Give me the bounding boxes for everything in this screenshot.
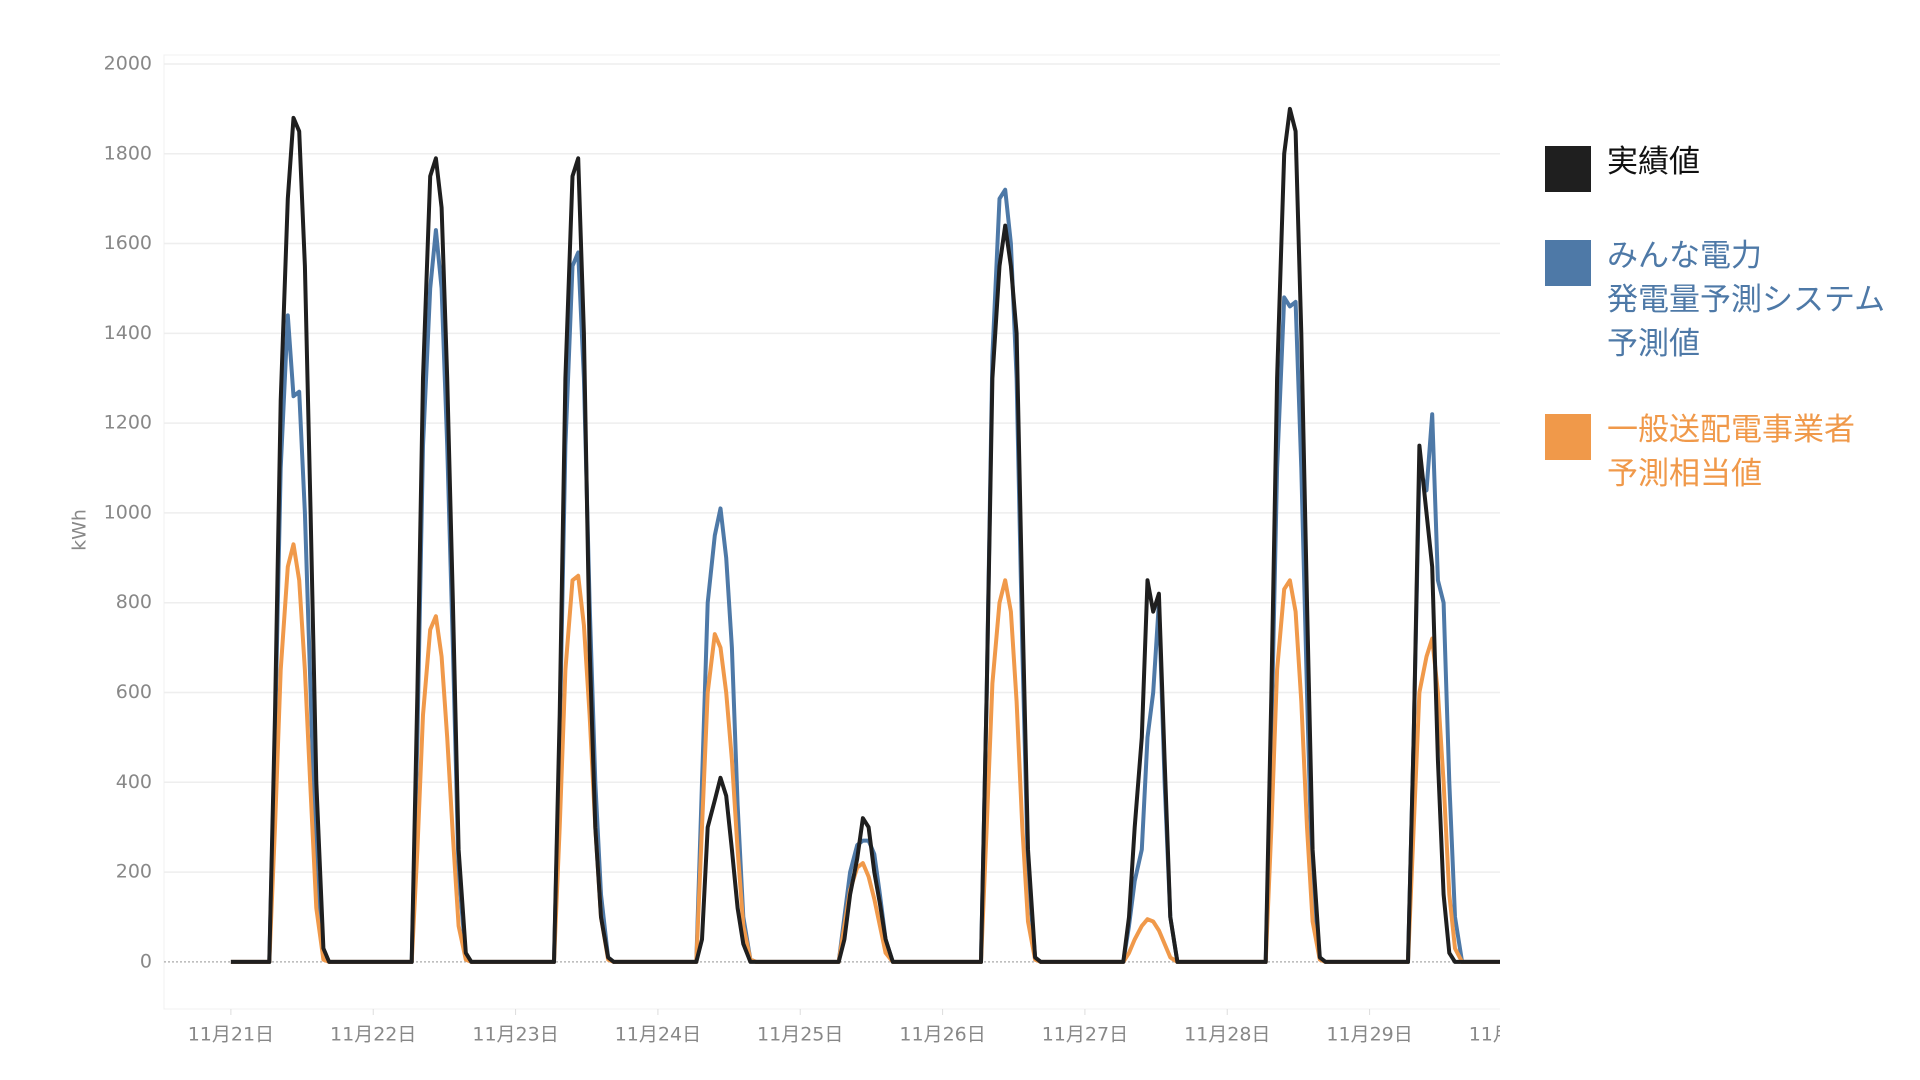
legend-label: 一般送配電事業者 予測相当値 [1607,412,1855,492]
legend-label: 実績値 [1607,144,1700,180]
x-tick-label: 11月25日 [757,1024,843,1046]
y-tick-label: 1800 [104,142,152,164]
x-tick-label: 11月27日 [1042,1024,1128,1046]
legend-swatch [1545,146,1591,192]
y-tick-label: 1000 [104,501,152,523]
y-tick-label: 800 [116,591,152,613]
legend-entry: 一般送配電事業者 予測相当値 [1545,408,1920,496]
y-tick-label: 1400 [104,322,152,344]
y-tick-label: 0 [140,950,152,972]
y-tick-label: 2000 [104,52,152,74]
legend-swatch [1545,240,1591,286]
series-line [230,106,1500,964]
x-tick-label: 11月30日 [1469,1024,1500,1046]
x-tick-label: 11月23日 [472,1024,558,1046]
x-tick-label: 11月28日 [1184,1024,1270,1046]
y-axis-label: kWh [69,509,91,551]
chart: kWh 0 200 400 600 800 1000 1200 1400 1600 1800 200… [69,52,1500,1046]
legend: 実績値みんな電力 発電量予測システム 予測値一般送配電事業者 予測相当値 [1545,140,1920,538]
x-tick-label: 11月24日 [615,1024,701,1046]
legend-label: みんな電力 発電量予測システム 予測値 [1607,238,1886,362]
y-tick-label: 200 [116,861,152,883]
x-tick-label: 11月22日 [330,1024,416,1046]
x-tick-label: 11月29日 [1326,1024,1412,1046]
series-line [230,542,1500,964]
y-tick-label: 1200 [104,412,152,434]
x-tick-label: 11月26日 [899,1024,985,1046]
legend-entry: みんな電力 発電量予測システム 予測値 [1545,234,1920,366]
x-tick-label: 11月21日 [188,1024,274,1046]
y-tick-label: 1600 [104,232,152,254]
y-tick-label: 600 [116,681,152,703]
legend-entry: 実績値 [1545,140,1920,192]
plot-area [163,54,1500,1010]
legend-swatch [1545,414,1591,460]
y-tick-label: 400 [116,771,152,793]
